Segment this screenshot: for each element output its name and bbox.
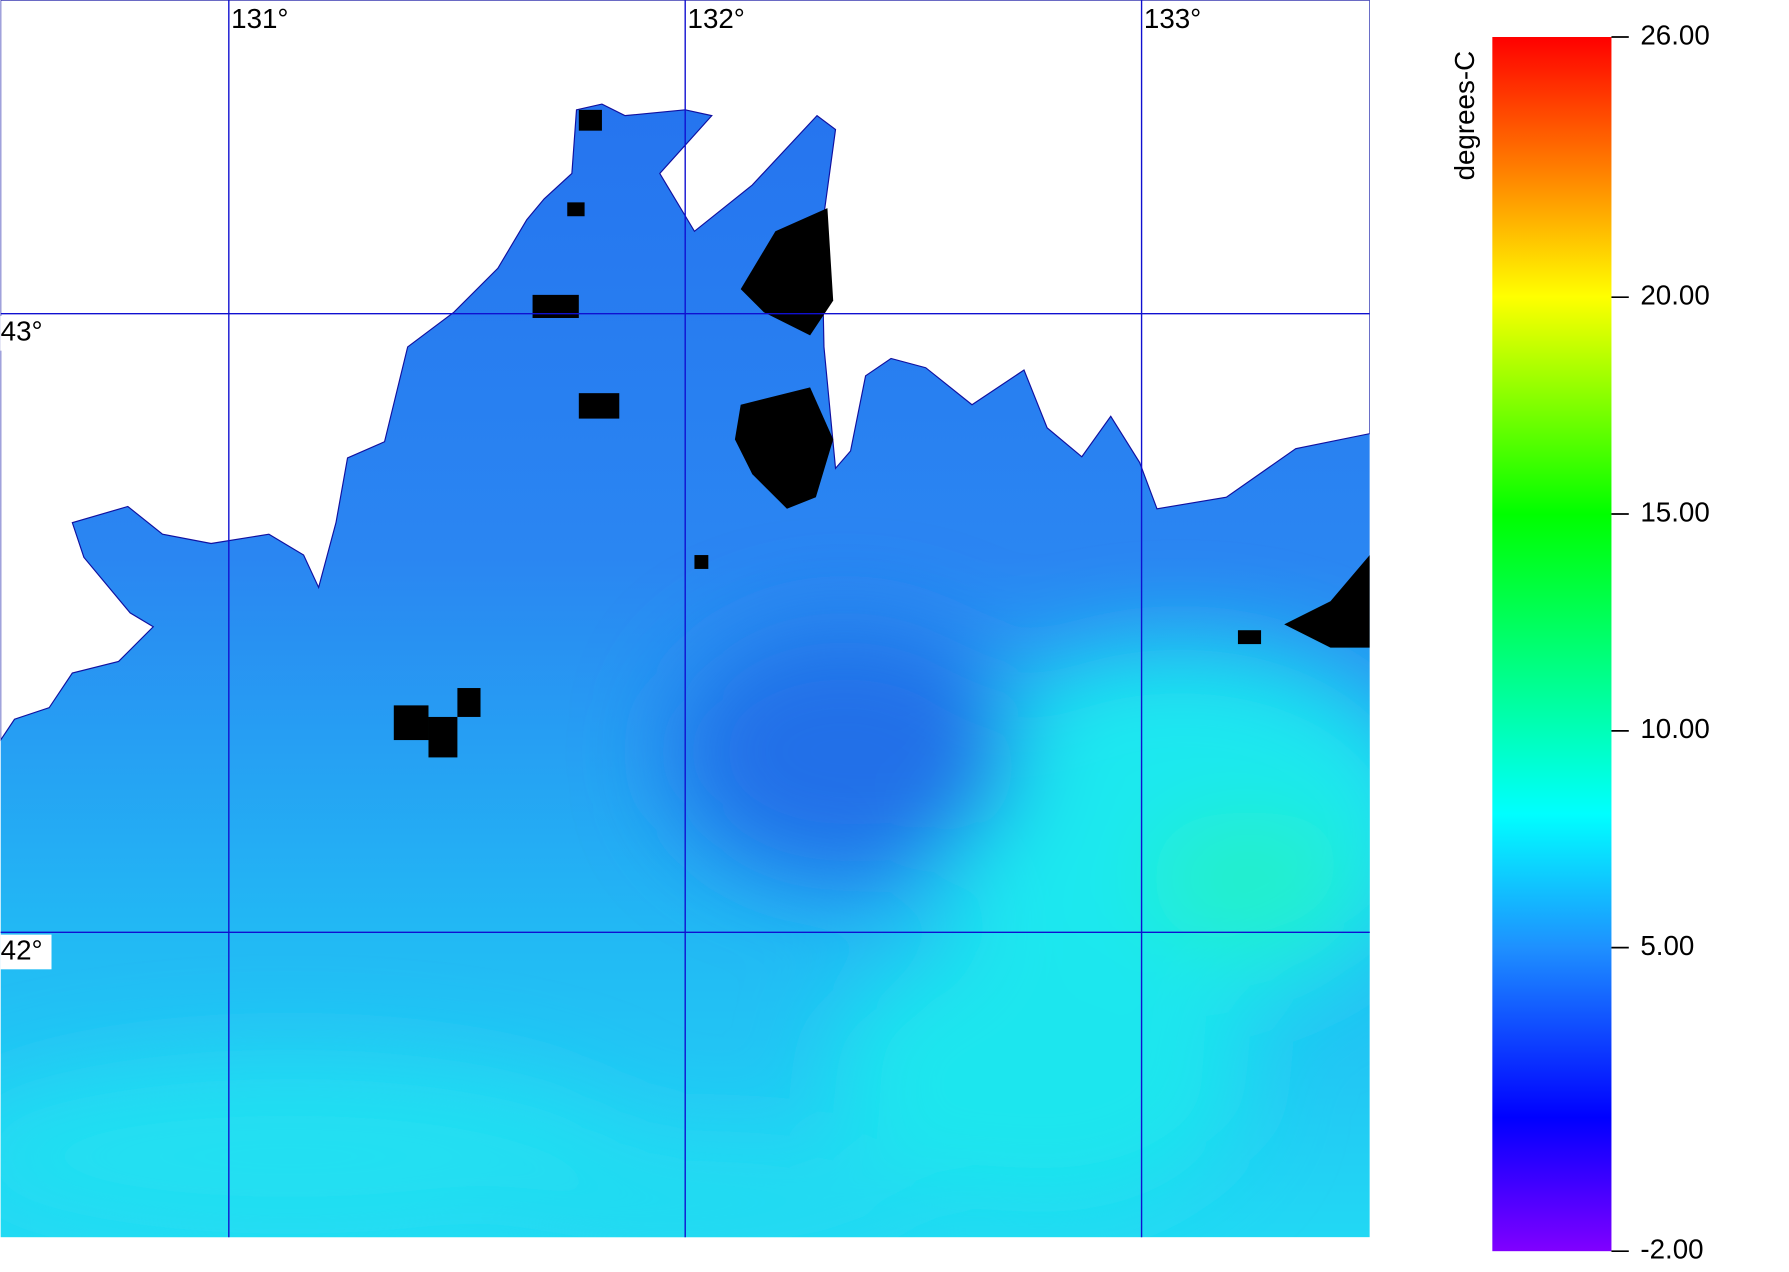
colorbar-label: 15.00 [1640,496,1709,527]
colorbar [1492,37,1612,1252]
lon-label: 133° [1144,3,1201,34]
warm-water [0,624,1370,1238]
lat-label-bg [0,315,52,351]
sst-field [0,0,1370,1238]
lon-label: 131° [231,3,288,34]
colorbar-unit: degrees-C [1449,51,1480,181]
lat-label-bg [0,934,52,970]
lat-label: 43° [1,316,43,347]
colorbar-label: 10.00 [1640,713,1709,744]
colorbar-label: -2.00 [1640,1234,1703,1265]
colorbar-label: 26.00 [1640,19,1709,50]
cloud-mask [393,109,1370,758]
colorbar-label: 5.00 [1640,930,1694,961]
colorbar-label: 20.00 [1640,280,1709,311]
land [0,0,1370,742]
graticule [0,0,1370,1238]
lat-label: 42° [1,934,43,965]
lon-label: 132° [688,3,745,34]
